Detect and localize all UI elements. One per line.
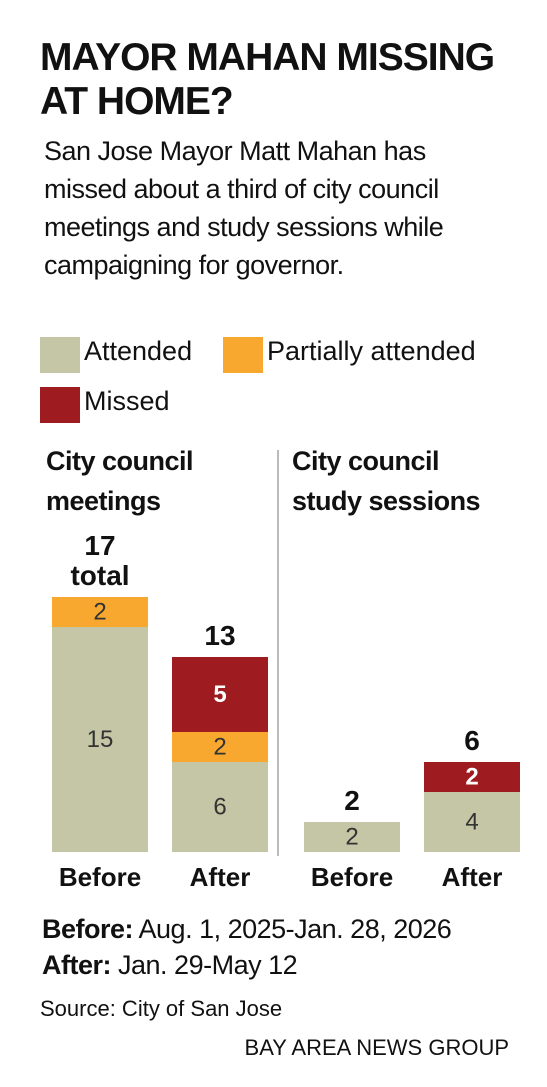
x-tick-label: Before — [310, 862, 394, 892]
bar-segment — [424, 762, 520, 792]
note-label: Before: — [42, 914, 134, 944]
note: Before: Aug. 1, 2025-Jan. 28, 2026 — [42, 914, 452, 945]
x-tick-label: After — [189, 862, 251, 892]
credit: BAY AREA NEWS GROUP — [244, 1035, 509, 1060]
value-label: 6 — [213, 793, 226, 820]
panel-title: City council study sessions — [292, 446, 481, 516]
legend-swatch — [223, 337, 263, 373]
note: After: Jan. 29-May 12 — [42, 950, 298, 981]
bar-segment — [172, 732, 268, 762]
legend-label: Partially attended — [267, 336, 476, 366]
subtitle: San Jose Mayor Matt Mahan has missed abo… — [44, 136, 444, 280]
total-label: 13 — [204, 620, 236, 651]
bar-segment — [52, 597, 148, 627]
legend-swatch — [40, 387, 80, 423]
value-label: 4 — [465, 808, 478, 835]
bar-segment — [172, 657, 268, 732]
source: Source: City of San Jose — [40, 996, 283, 1021]
bar-segment — [304, 822, 400, 852]
x-tick-label: Before — [58, 862, 142, 892]
value-label: 2 — [93, 598, 106, 625]
bar-segment — [52, 627, 148, 852]
value-label: 15 — [87, 726, 114, 753]
total-label: 2 — [344, 785, 360, 816]
legend-label: Missed — [84, 386, 170, 416]
bar-segment — [172, 762, 268, 852]
legend-swatch — [40, 337, 80, 373]
legend-label: Attended — [84, 336, 193, 366]
note-text: Aug. 1, 2025-Jan. 28, 2026 — [138, 914, 452, 944]
total-label: 17 total — [70, 530, 130, 591]
value-label: 5 — [213, 681, 226, 708]
note-text: Jan. 29-May 12 — [118, 950, 298, 980]
value-label: 2 — [465, 763, 478, 790]
x-tick-label: After — [441, 862, 503, 892]
bar-segment — [424, 792, 520, 852]
panel-title: City council meetings — [46, 446, 194, 516]
note-label: After: — [42, 950, 112, 980]
value-label: 2 — [213, 733, 226, 760]
total-label: 6 — [464, 725, 480, 756]
title: MAYOR MAHAN MISSING AT HOME? — [40, 36, 495, 123]
value-label: 2 — [345, 823, 358, 850]
